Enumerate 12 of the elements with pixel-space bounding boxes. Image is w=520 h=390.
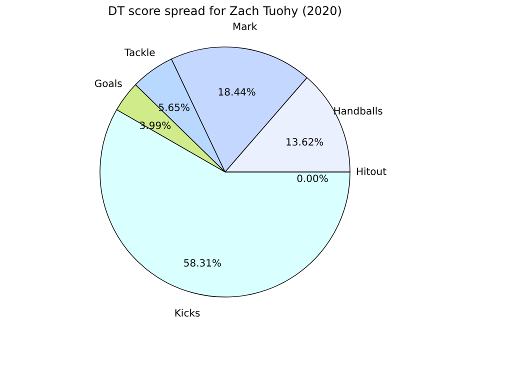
slice-label: Handballs (333, 106, 383, 118)
slice-label: Goals (94, 78, 122, 90)
data-label: 13.62% (286, 138, 324, 149)
data-label: 58.31% (183, 258, 222, 270)
data-label: 18.44% (218, 87, 256, 98)
slice-label: Kicks (174, 308, 200, 320)
category-label: Hitout (356, 167, 387, 178)
text: 0.00% (296, 174, 328, 185)
slice-label: Tackle (124, 48, 156, 60)
slice-label: Mark (232, 22, 258, 34)
data-label: 5.65% (158, 102, 190, 114)
chart-title: DT score spread for Zach Tuohy (2020) (108, 4, 342, 18)
